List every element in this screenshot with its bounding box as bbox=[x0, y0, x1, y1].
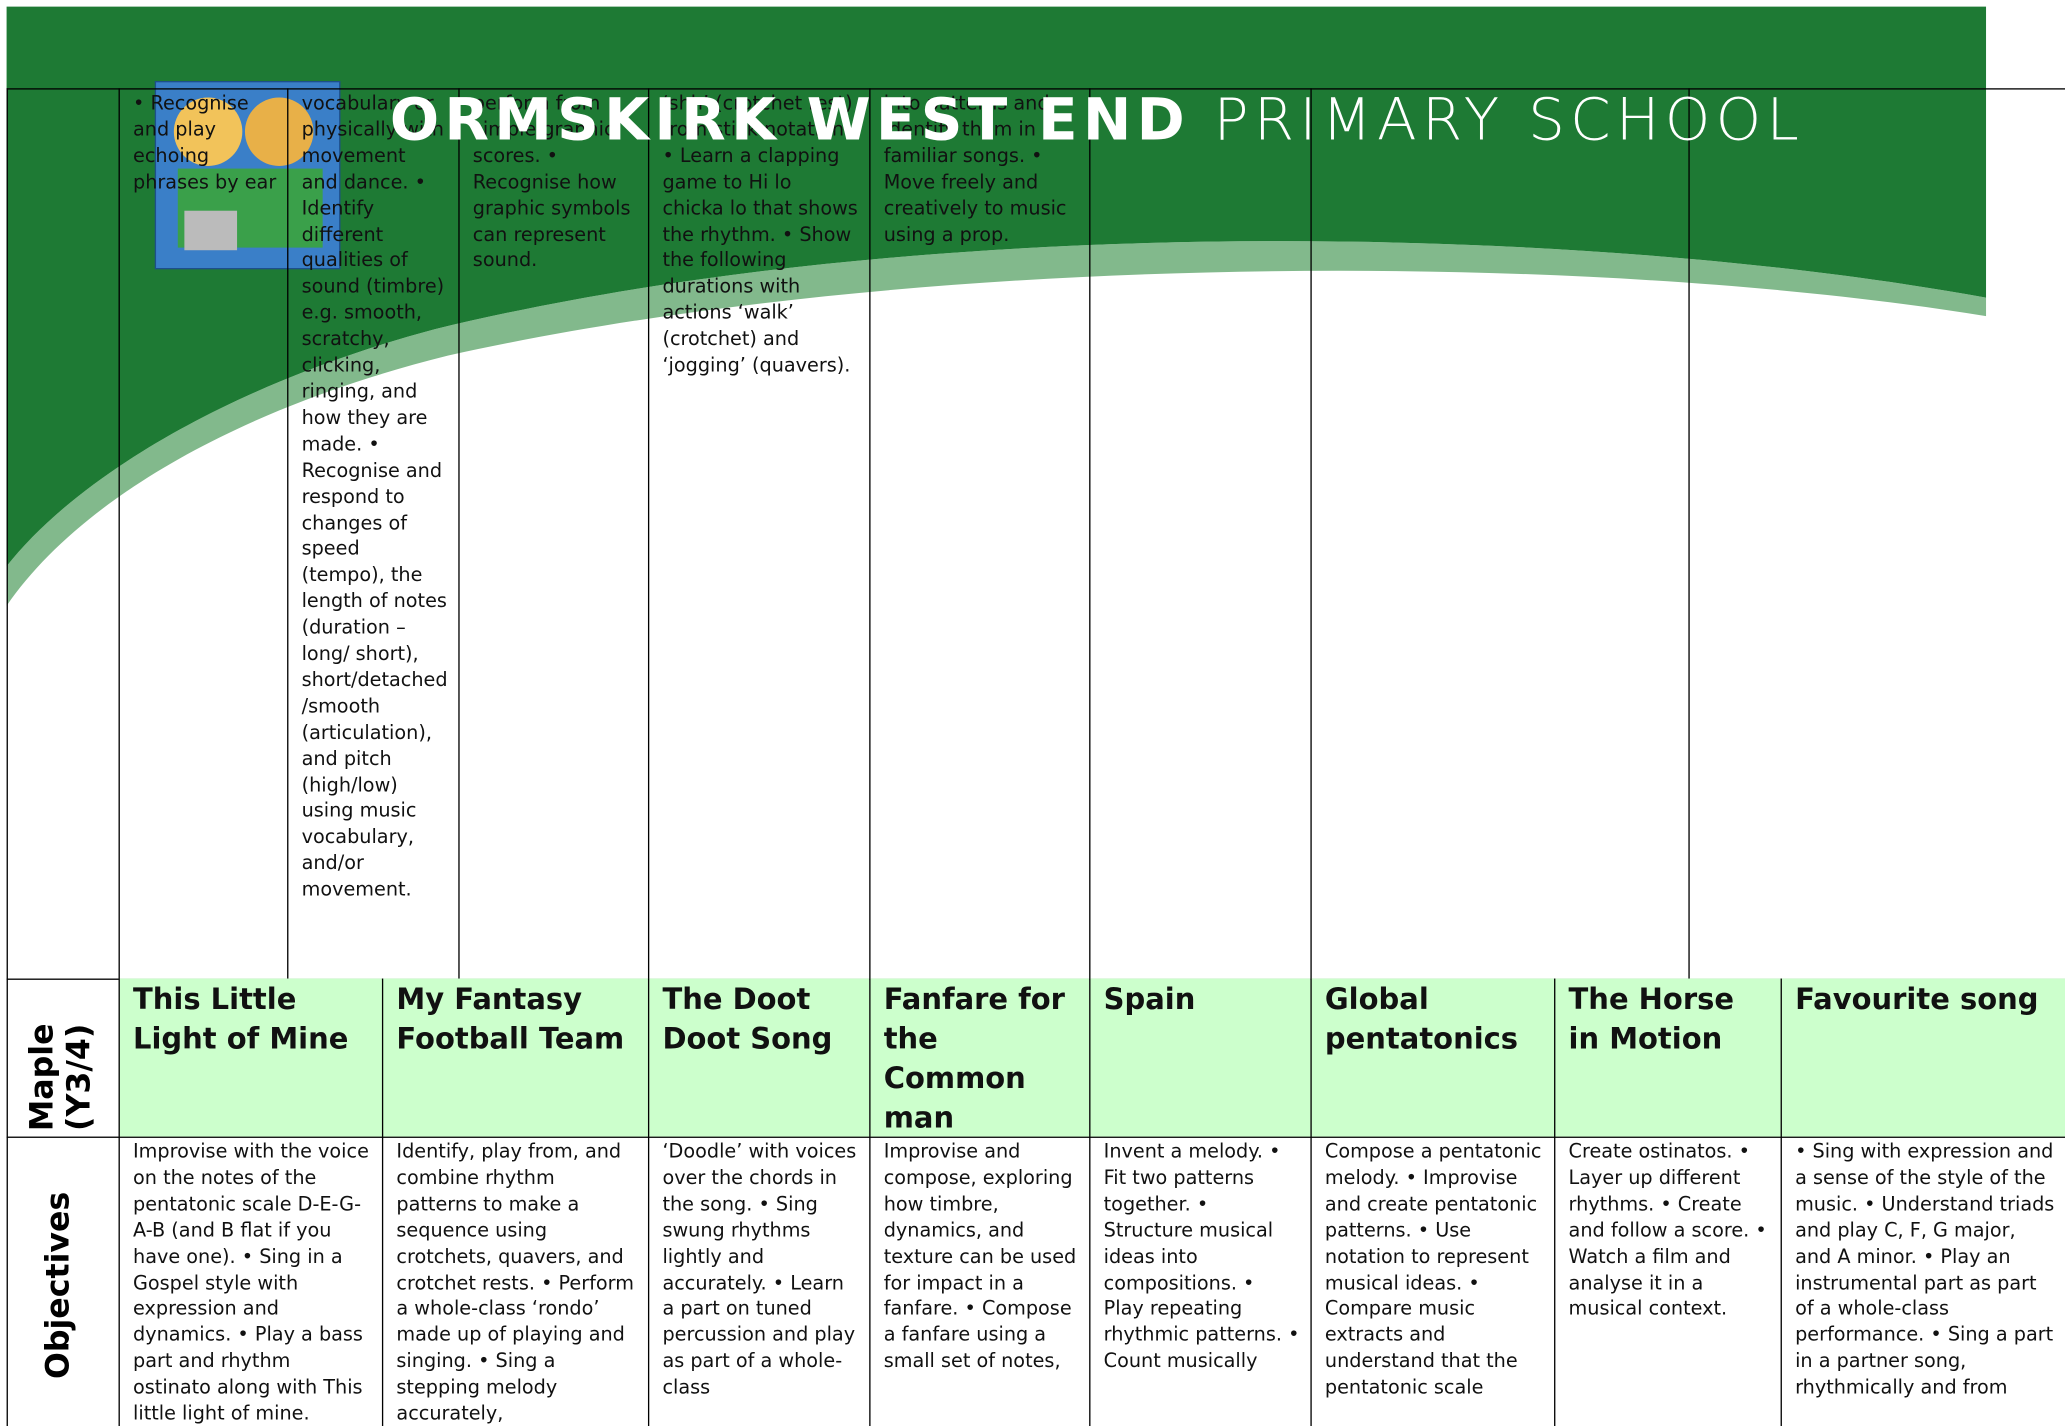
objective-cell: Create ostinatos. • Layer up different r… bbox=[1554, 1136, 1781, 1426]
top-cell: vocabulary or physically with movement a… bbox=[287, 88, 458, 979]
unit-heading: Global pentatonics bbox=[1310, 978, 1555, 1137]
top-cell bbox=[1688, 88, 2065, 979]
row-border bbox=[6, 1136, 2065, 1138]
unit-heading: The Doot Doot Song bbox=[647, 978, 870, 1137]
unit-heading: Favourite song bbox=[1780, 978, 2065, 1137]
top-cell: • Recognise and play echoing phrases by … bbox=[118, 88, 288, 979]
school-name-bold: ORMSKIRK WEST END bbox=[389, 86, 1190, 155]
unit-heading: Spain bbox=[1089, 978, 1311, 1137]
objective-cell: Improvise and compose, exploring how tim… bbox=[869, 1136, 1089, 1426]
objective-cell: Compose a pentatonic melody. • Improvise… bbox=[1310, 1136, 1554, 1426]
unit-heading: This Little Light of Mine bbox=[118, 978, 382, 1137]
unit-heading: My Fantasy Football Team bbox=[381, 978, 648, 1137]
unit-heading: Fanfare for the Common man bbox=[869, 978, 1090, 1137]
top-cell: into patterns and identify them in famil… bbox=[869, 88, 1089, 979]
unit-heading: The Horse in Motion bbox=[1554, 978, 1781, 1137]
row-label-cell bbox=[6, 978, 119, 1137]
objective-cell: ‘Doodle’ with voices over the chords in … bbox=[647, 1136, 869, 1426]
objective-cell: Identify, play from, and combine rhythm … bbox=[381, 1136, 648, 1426]
row-label: Objectives bbox=[39, 1191, 77, 1380]
row-label: Maple (Y3/4) bbox=[23, 1023, 98, 1132]
objective-cell: Invent a melody. • Fit two patterns toge… bbox=[1089, 1136, 1310, 1426]
row-border bbox=[6, 88, 2065, 90]
school-name: ORMSKIRK WEST END PRIMARY SCHOOL bbox=[390, 87, 1804, 154]
top-cell: ‘shh’ (crotchet rest) from stick notatio… bbox=[647, 88, 869, 979]
objective-cell: Improvise with the voice on the notes of… bbox=[118, 1136, 382, 1426]
top-cell bbox=[1310, 88, 1688, 979]
school-name-light: PRIMARY SCHOOL bbox=[1213, 86, 1805, 155]
top-cell bbox=[1089, 88, 1310, 979]
top-cell: perform from simple graphic scores. • Re… bbox=[458, 88, 648, 979]
row-label-cell bbox=[6, 1136, 119, 1426]
row-label-cell bbox=[6, 88, 119, 979]
objective-cell: • Sing with expression and a sense of th… bbox=[1780, 1136, 2065, 1426]
